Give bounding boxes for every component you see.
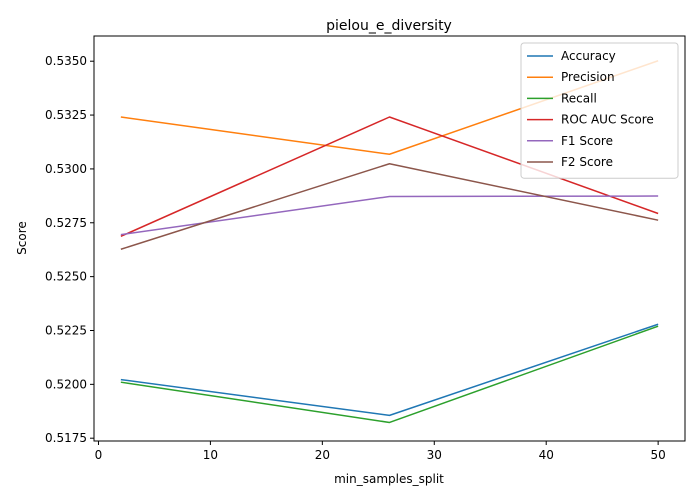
x-axis-ticks: 0 10 20 30 40 50 (95, 441, 666, 462)
y-tick-label: 0.5325 (45, 108, 87, 122)
legend-label: ROC AUC Score (561, 113, 654, 127)
y-tick-label: 0.5225 (45, 323, 87, 337)
x-axis-label: min_samples_split (334, 472, 444, 486)
chart-title: pielou_e_diversity (326, 18, 452, 34)
plot-frame (93, 35, 686, 442)
x-tick-label: 20 (315, 448, 330, 462)
y-axis-ticks: 0.5175 0.5200 0.5225 0.5250 0.5275 0.5300 0.53… (45, 54, 94, 445)
x-tick-label: 30 (427, 448, 442, 462)
x-tick-label: 50 (650, 448, 665, 462)
series-line-recall (120, 325, 659, 424)
y-tick-label: 0.5275 (45, 216, 87, 230)
series-line-f1-score (120, 195, 659, 236)
x-tick-label: 10 (203, 448, 218, 462)
series-line-accuracy (120, 323, 659, 417)
y-axis-label: Score (15, 221, 29, 255)
series-lines (120, 60, 659, 424)
legend: Accuracy Precision Recall ROC AUC Score F1 S… (520, 42, 679, 179)
legend-box (520, 42, 679, 179)
y-tick-label: 0.5300 (45, 162, 87, 176)
y-tick-label: 0.5175 (45, 431, 87, 445)
legend-label: Accuracy (561, 49, 616, 63)
series-line-roc-auc-score (120, 116, 659, 238)
legend-label: Recall (561, 91, 597, 105)
legend-label: Precision (561, 70, 615, 84)
y-tick-label: 0.5200 (45, 377, 87, 391)
series-line-f2-score (120, 163, 659, 250)
y-tick-label: 0.5350 (45, 54, 87, 68)
y-tick-label: 0.5250 (45, 270, 87, 284)
legend-label: F2 Score (561, 155, 613, 169)
x-tick-label: 0 (95, 448, 103, 462)
legend-label: F1 Score (561, 134, 613, 148)
x-tick-label: 40 (539, 448, 554, 462)
